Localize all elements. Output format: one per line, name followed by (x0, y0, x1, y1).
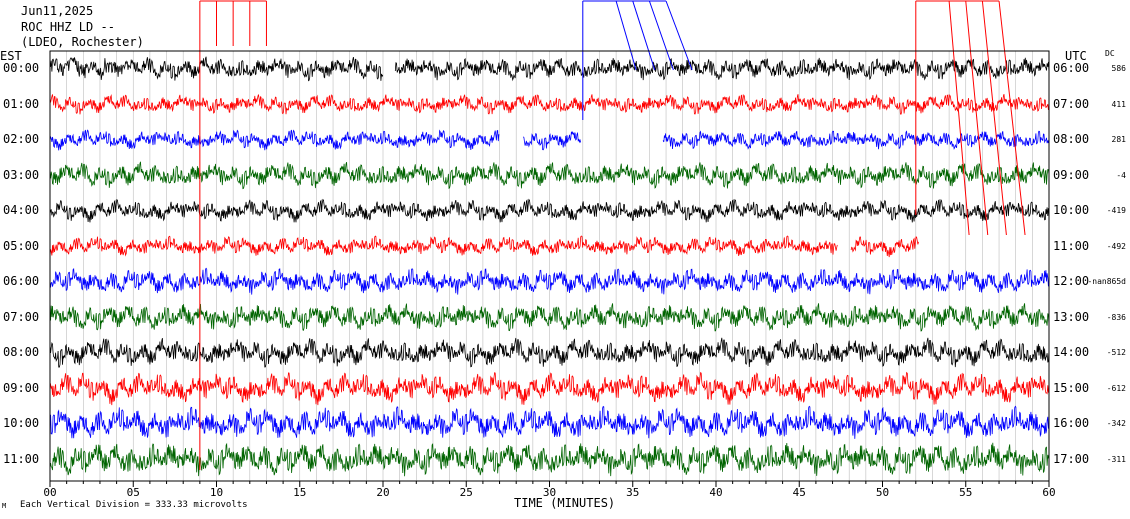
trace-row-0900 (49, 371, 1050, 406)
utc-row-label: 09:00 (1053, 167, 1090, 182)
marker-line-2-1 (948, 0, 970, 236)
marker-line-1-2 (632, 0, 656, 71)
est-row-label: 01:00 (3, 96, 40, 111)
est-row-label: 02:00 (3, 132, 40, 146)
est-row-label: 00:00 (3, 61, 40, 75)
trace-row-1000 (49, 405, 1050, 439)
trace-row-0800 (49, 337, 1050, 368)
x-tick-label-40: 40 (709, 486, 722, 499)
trace-row-0000 (49, 56, 1050, 82)
dc-row-value: 281 (1111, 135, 1126, 144)
trace-row-0700 (49, 303, 1050, 332)
dc-row-value: -512 (1106, 348, 1126, 357)
x-tick-label-30: 30 (543, 486, 556, 499)
est-row-label: 09:00 (3, 380, 40, 395)
x-tick-label-50: 50 (876, 486, 889, 499)
x-axis-title: TIME (MINUTES) (514, 496, 616, 510)
scale-note: Each Vertical Division = 333.33 microvol… (20, 500, 248, 510)
utc-row-label: 11:00 (1053, 238, 1090, 253)
x-tick-label-35: 35 (626, 486, 639, 499)
est-axis-label: EST (0, 49, 22, 63)
seismic-traces (49, 56, 1050, 477)
dc-row-value: 586 (1111, 64, 1126, 73)
est-row-label: 05:00 (3, 238, 40, 253)
marker-line-2-2 (965, 0, 989, 236)
dc-row-value: -492 (1106, 241, 1126, 251)
time-gridlines (66, 51, 1033, 481)
dc-row-value: -419 (1106, 206, 1126, 215)
x-tick-label-55: 55 (959, 486, 972, 499)
x-tick-label-15: 15 (293, 486, 306, 499)
marker-line-2-3 (981, 0, 1007, 236)
x-tick-label-20: 20 (376, 486, 389, 499)
est-row-label: 06:00 (3, 274, 40, 288)
trace-row-0300 (49, 161, 1050, 190)
utc-row-label: 15:00 (1053, 380, 1090, 395)
utc-row-label: 10:00 (1053, 203, 1090, 217)
utc-row-label: 07:00 (1053, 96, 1090, 111)
utc-row-label: 14:00 (1053, 345, 1090, 359)
dc-row-value: -311 (1106, 454, 1126, 464)
x-axis-ticks: 00 05 10 15 20 25 30 35 40 45 50 55 60 (43, 481, 1056, 499)
x-tick-label-60: 60 (1042, 486, 1055, 499)
x-tick-label-45: 45 (793, 486, 806, 499)
x-tick-label-10: 10 (210, 486, 223, 499)
dc-row-value: -nan865d (1087, 277, 1126, 286)
scale-mark: M (2, 502, 7, 510)
trace-row-0400 (49, 198, 1050, 223)
est-row-label: 03:00 (3, 167, 40, 182)
trace-row-0500 (49, 235, 919, 258)
marker-line-1-1 (615, 0, 637, 71)
marker-line-1-3 (648, 0, 674, 71)
est-row-label: 10:00 (3, 416, 40, 430)
dc-row-value: -836 (1106, 312, 1126, 322)
est-row-label: 04:00 (3, 203, 40, 217)
marker-line-1-4 (665, 0, 693, 71)
trace-row-0600 (49, 267, 1050, 295)
utc-row-label: 08:00 (1053, 132, 1090, 146)
dc-row-value: -342 (1106, 419, 1126, 428)
dc-row-value: -612 (1106, 383, 1126, 393)
event-markers (199, 0, 1026, 470)
trace-row-0200 (49, 129, 1050, 151)
marker-line-2-4 (998, 0, 1026, 236)
station-label: ROC HHZ LD -- (21, 20, 115, 34)
est-row-label: 07:00 (3, 309, 40, 324)
est-row-label: 11:00 (3, 451, 40, 466)
est-row-label: 08:00 (3, 345, 40, 359)
utc-row-label: 06:00 (1053, 61, 1090, 75)
date-label: Jun11,2025 (21, 4, 94, 18)
x-tick-label-25: 25 (460, 486, 473, 499)
utc-row-label: 17:00 (1053, 451, 1090, 466)
x-tick-label-05: 05 (127, 486, 140, 499)
utc-row-label: 16:00 (1053, 416, 1090, 430)
utc-row-label: 12:00 (1053, 274, 1090, 288)
x-tick-label-00: 00 (43, 486, 56, 499)
dc-row-value: -4 (1116, 170, 1126, 180)
trace-row-1100 (49, 442, 1050, 477)
dc-axis-label: DC (1105, 49, 1115, 58)
dc-row-value: 411 (1111, 99, 1126, 109)
utc-axis-label: UTC (1065, 49, 1087, 63)
utc-row-label: 13:00 (1053, 309, 1090, 324)
network-label: (LDEO, Rochester) (21, 35, 144, 49)
trace-row-0100 (49, 93, 1050, 115)
